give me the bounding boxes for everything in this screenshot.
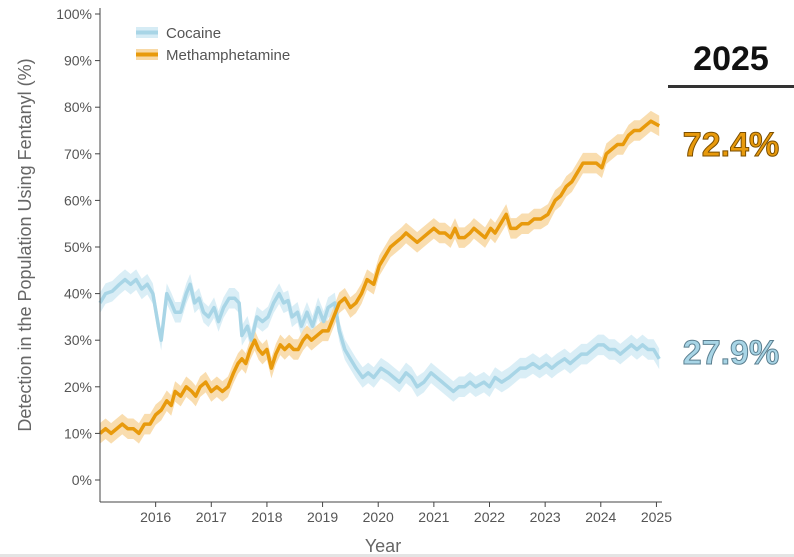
x-tick-label: 2022 xyxy=(474,509,505,525)
x-tick-label: 2019 xyxy=(307,509,338,525)
x-tick-label: 2018 xyxy=(251,509,282,525)
series-lines xyxy=(98,119,661,436)
x-tick-label: 2023 xyxy=(530,509,561,525)
y-tick-label: 0% xyxy=(72,472,92,488)
cocaine-callout: 27.9% xyxy=(682,334,780,373)
y-axis-ticks: 0% 10% 20% 30% 40% 50% 60% 70% 80% 90% 100% xyxy=(56,6,100,488)
side-year-label: 2025 xyxy=(693,40,769,78)
y-tick-label: 20% xyxy=(64,379,92,395)
x-axis-title: Year xyxy=(365,536,401,556)
x-tick-label: 2021 xyxy=(418,509,449,525)
side-divider xyxy=(668,85,794,88)
y-tick-label: 30% xyxy=(64,332,92,348)
y-tick-label: 90% xyxy=(64,53,92,69)
y-axis-title: Detection in the Population Using Fentan… xyxy=(15,58,35,431)
x-tick-label: 2024 xyxy=(585,509,616,525)
legend-label-methamphetamine: Methamphetamine xyxy=(166,47,290,64)
x-tick-label: 2016 xyxy=(140,509,171,525)
bottom-divider xyxy=(0,554,794,557)
x-tick-label: 2025 xyxy=(641,509,672,525)
legend: Cocaine Methamphetamine xyxy=(136,25,290,64)
y-tick-label: 50% xyxy=(64,239,92,255)
y-tick-label: 40% xyxy=(64,286,92,302)
series-line-methamphetamine xyxy=(98,119,661,436)
x-axis-ticks: 2016 2017 2018 2019 2020 2021 2022 2023 2024 2025 xyxy=(140,502,672,525)
x-tick-label: 2017 xyxy=(196,509,227,525)
y-tick-label: 10% xyxy=(64,425,92,441)
y-tick-label: 60% xyxy=(64,192,92,208)
series-line-cocaine xyxy=(98,277,661,394)
y-tick-label: 80% xyxy=(64,99,92,115)
y-tick-label: 100% xyxy=(56,6,92,22)
y-tick-label: 70% xyxy=(64,146,92,162)
x-tick-label: 2020 xyxy=(363,509,394,525)
methamphetamine-callout: 72.4% xyxy=(682,126,780,165)
legend-label-cocaine: Cocaine xyxy=(166,25,221,42)
